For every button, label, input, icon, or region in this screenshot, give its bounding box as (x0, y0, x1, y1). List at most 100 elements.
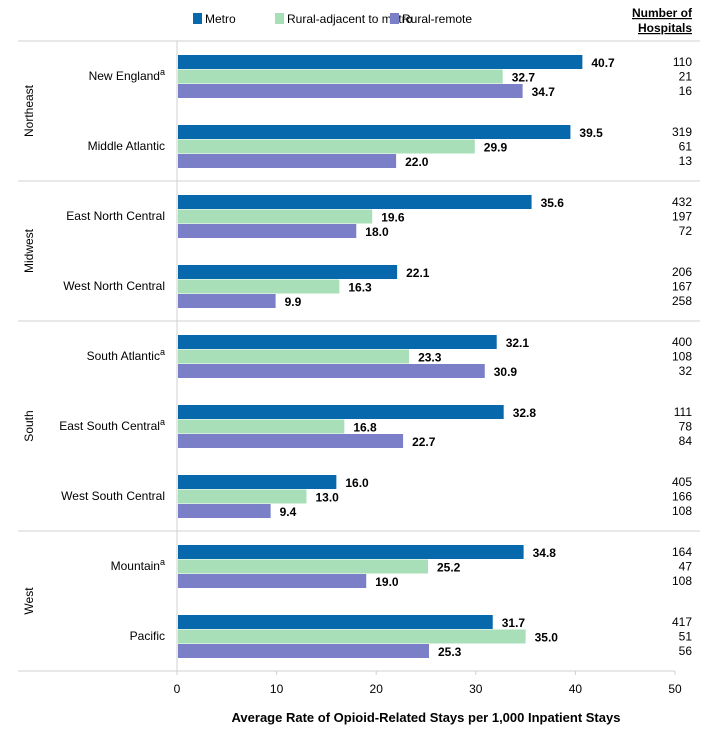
bar-rural-adjacent-to-metro (178, 559, 428, 574)
footnote-marker: a (160, 347, 165, 357)
x-tick-label: 40 (569, 682, 583, 696)
data-label: 25.3 (438, 645, 462, 659)
hospital-count: 258 (672, 294, 692, 308)
data-label: 23.3 (418, 351, 442, 365)
data-label: 35.0 (535, 631, 559, 645)
hospital-count: 432 (672, 195, 692, 209)
bar-rural-remote (178, 84, 523, 98)
bar-rural-adjacent-to-metro (178, 209, 373, 224)
bar-rural-remote (178, 294, 276, 308)
bar-rural-remote (178, 644, 429, 658)
hospital-count: 319 (672, 125, 692, 139)
region-label: Northeast (22, 84, 36, 137)
legend-swatch (390, 13, 399, 24)
data-label: 22.1 (406, 266, 430, 280)
bar-rural-remote (178, 224, 357, 238)
data-label: 40.7 (591, 56, 615, 70)
hospital-count: 197 (672, 210, 692, 224)
hospital-count: 78 (679, 420, 693, 434)
data-label: 35.6 (541, 196, 565, 210)
hospital-count: 51 (679, 630, 693, 644)
hospital-count: 405 (672, 475, 692, 489)
footnote-marker: a (160, 67, 165, 77)
hospital-count: 167 (672, 280, 692, 294)
category-label: South Atlantica (87, 347, 165, 363)
data-label: 32.7 (512, 71, 536, 85)
x-axis-title: Average Rate of Opioid-Related Stays per… (232, 710, 621, 725)
data-label: 22.7 (412, 435, 436, 449)
hospital-count: 108 (672, 350, 692, 364)
footnote-marker: a (160, 417, 165, 427)
bar-metro (178, 125, 571, 139)
data-label: 19.0 (375, 575, 399, 589)
data-label: 16.0 (345, 476, 369, 490)
hospital-count: 32 (679, 364, 693, 378)
bar-rural-remote (178, 574, 367, 588)
data-label: 31.7 (502, 616, 526, 630)
data-label: 16.3 (348, 281, 372, 295)
data-label: 32.8 (513, 406, 537, 420)
region-label: Midwest (22, 228, 36, 273)
category-label: Middle Atlantic (88, 139, 165, 153)
footnote-marker: a (160, 557, 165, 567)
data-label: 9.9 (285, 295, 302, 309)
bar-rural-adjacent-to-metro (178, 349, 410, 364)
x-tick-label: 10 (270, 682, 284, 696)
data-label: 32.1 (506, 336, 530, 350)
legend-label: Rural-remote (402, 12, 472, 26)
x-tick-label: 50 (668, 682, 682, 696)
hospital-count: 84 (679, 434, 693, 448)
bar-rural-adjacent-to-metro (178, 69, 503, 84)
category-label: West South Central (61, 489, 165, 503)
category-label: New Englanda (89, 67, 165, 83)
data-label: 29.9 (484, 141, 508, 155)
bar-rural-remote (178, 364, 485, 378)
bar-metro (178, 265, 398, 279)
bar-rural-adjacent-to-metro (178, 279, 340, 294)
hospital-count: 16 (679, 84, 693, 98)
data-label: 13.0 (315, 491, 339, 505)
hospital-count: 56 (679, 644, 693, 658)
x-tick-label: 30 (469, 682, 483, 696)
hospital-count: 72 (679, 224, 693, 238)
x-tick-label: 20 (370, 682, 384, 696)
bar-metro (178, 405, 504, 419)
hospital-count: 61 (679, 140, 693, 154)
bar-metro (178, 335, 497, 349)
hospital-count: 166 (672, 490, 692, 504)
region-label: South (22, 410, 36, 441)
bar-rural-adjacent-to-metro (178, 489, 307, 504)
bar-metro (178, 475, 337, 489)
hospital-count: 21 (679, 70, 693, 84)
hospital-count: 417 (672, 615, 692, 629)
region-label: West (22, 587, 36, 615)
data-label: 9.4 (280, 505, 297, 519)
data-label: 34.7 (532, 85, 556, 99)
category-label: Mountaina (111, 557, 165, 573)
hospital-count: 164 (672, 545, 692, 559)
bar-rural-adjacent-to-metro (178, 419, 345, 434)
data-label: 30.9 (494, 365, 518, 379)
hospitals-header-line1: Number of (632, 6, 693, 20)
bar-rural-remote (178, 154, 397, 168)
category-label: Pacific (130, 629, 165, 643)
data-label: 19.6 (381, 211, 405, 225)
bar-metro (178, 195, 532, 209)
hospital-count: 111 (674, 405, 693, 419)
hospitals-header-line2: Hospitals (638, 21, 692, 35)
hospital-count: 108 (672, 574, 692, 588)
bar-rural-remote (178, 504, 271, 518)
hospital-count: 13 (679, 154, 693, 168)
hospital-count: 47 (679, 560, 693, 574)
x-tick-label: 0 (174, 682, 181, 696)
data-label: 34.8 (533, 546, 557, 560)
hospital-count: 206 (672, 265, 692, 279)
category-label: West North Central (63, 279, 165, 293)
legend-label: Rural-adjacent to metro (287, 12, 413, 26)
legend-swatch (193, 13, 202, 24)
legend-label: Metro (205, 12, 236, 26)
data-label: 22.0 (405, 155, 429, 169)
bar-rural-remote (178, 434, 404, 448)
bar-rural-adjacent-to-metro (178, 139, 475, 154)
